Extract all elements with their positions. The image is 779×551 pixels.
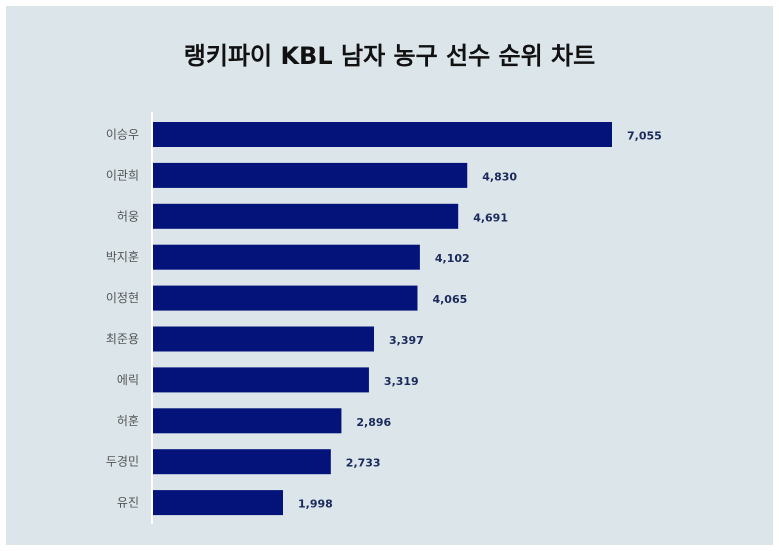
chart-title: 랭키파이 KBL 남자 농구 선수 순위 차트 xyxy=(183,42,596,70)
category-label: 이정현 xyxy=(106,291,139,305)
category-label: 허훈 xyxy=(117,414,139,428)
value-label: 7,055 xyxy=(627,130,662,143)
category-label: 이관희 xyxy=(106,168,139,182)
bar-4 xyxy=(153,244,420,270)
value-label: 2,733 xyxy=(346,457,381,470)
value-label: 4,691 xyxy=(473,211,508,224)
bar-8 xyxy=(153,408,342,434)
chart-background xyxy=(6,6,773,545)
value-label: 4,065 xyxy=(432,293,467,306)
category-label: 박지훈 xyxy=(106,250,139,264)
bar-6 xyxy=(153,326,375,352)
bar-1 xyxy=(153,122,612,147)
category-label: 유진 xyxy=(117,496,139,510)
bar-10 xyxy=(153,490,283,516)
value-label: 4,830 xyxy=(482,170,517,183)
value-label: 2,896 xyxy=(356,416,391,429)
value-labels: 7,055 4,830 4,691 4,102 4,065 3,397 3,319 2,896… xyxy=(298,130,662,511)
bar-7 xyxy=(153,367,369,393)
value-label: 3,397 xyxy=(389,334,424,347)
bar-9 xyxy=(153,449,331,475)
category-label: 이승우 xyxy=(106,128,139,142)
value-label: 3,319 xyxy=(384,375,419,388)
category-label: 최준용 xyxy=(106,332,139,346)
category-label: 두경민 xyxy=(106,455,139,469)
category-label: 허웅 xyxy=(117,209,139,223)
bars-group xyxy=(153,122,612,516)
bar-3 xyxy=(153,203,459,229)
category-label: 에릭 xyxy=(117,373,139,387)
bar-2 xyxy=(153,162,468,188)
bar-5 xyxy=(153,285,418,311)
value-label: 1,998 xyxy=(298,498,333,511)
value-label: 4,102 xyxy=(435,252,470,265)
